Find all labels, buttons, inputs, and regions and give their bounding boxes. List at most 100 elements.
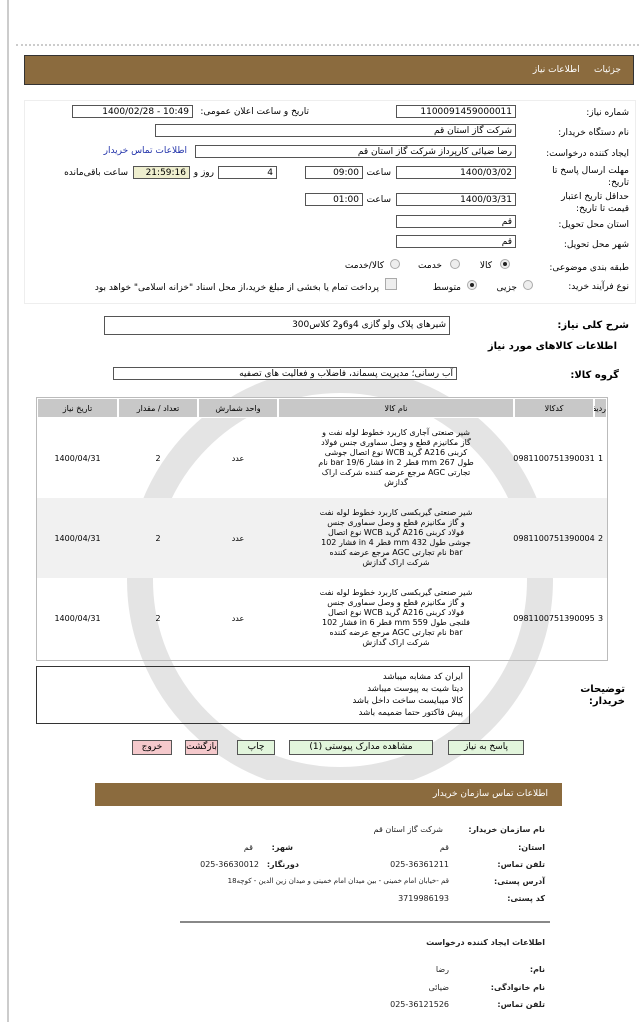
- radio-goods[interactable]: [500, 259, 510, 269]
- item-date: 1400/04/31: [54, 613, 101, 623]
- col-qty: تعداد / مقدار: [118, 398, 198, 418]
- fax-label: دورنگار:: [266, 860, 299, 869]
- validity-label: حداقل تاریخ اعتبار قیمت تا تاریخ:: [561, 192, 629, 214]
- radio-minor-label: جزیی: [496, 283, 517, 293]
- address-value: قم -خیابان امام خمینی - بین میدان امام خ…: [227, 877, 449, 885]
- buyer-field: شرکت گاز استان قم: [155, 124, 516, 137]
- deadline-time-field: 09:00: [305, 166, 363, 179]
- creator-phone-label: تلفن تماس:: [497, 1000, 545, 1009]
- org-value: شرکت گاز استان قم: [373, 825, 443, 834]
- creator-family-value: ضیائی: [428, 983, 449, 992]
- deadline-date-field: 1400/03/02: [396, 166, 516, 179]
- fax-value: 025-36630012: [200, 860, 259, 869]
- nav-details[interactable]: جزئیات: [594, 65, 621, 75]
- phone-value: 025-36361211: [390, 860, 449, 869]
- postal-label: کد پستی:: [507, 894, 545, 903]
- summary-label: شرح کلی نیاز:: [557, 320, 629, 331]
- creator-title: اطلاعات ایجاد کننده درخواست: [426, 938, 545, 947]
- row-number: 3: [597, 613, 604, 623]
- postal-value: 3719986193: [398, 894, 449, 903]
- item-date: 1400/04/31: [54, 533, 101, 543]
- exit-button[interactable]: خروج: [132, 740, 172, 755]
- col-unit: واحد شمارش: [198, 398, 278, 418]
- phone-label: تلفن تماس:: [497, 860, 545, 869]
- item-qty: 2: [155, 613, 161, 623]
- note-line: کالا میبایست ساخت داخل باشد: [352, 696, 463, 706]
- reply-button[interactable]: پاسخ به نیاز: [448, 740, 524, 755]
- deadline-time-label: ساعت: [366, 168, 392, 178]
- city-field: قم: [396, 235, 516, 248]
- announce-label: تاریخ و ساعت اعلان عمومی:: [200, 107, 309, 117]
- col-name: نام کالا: [278, 398, 514, 418]
- city-label: شهر:: [271, 843, 293, 852]
- dotted-divider: [16, 44, 639, 48]
- creator-name-label: نام:: [529, 965, 545, 974]
- need-number-field: 1100091459000011: [396, 105, 516, 118]
- item-qty: 2: [155, 453, 161, 463]
- need-number-label: شماره نیاز:: [586, 108, 629, 118]
- contact-header: اطلاعات تماس سازمان خریدار: [95, 783, 562, 806]
- creator-field: رضا ضیائی کارپرداز شرکت گاز استان قم: [195, 145, 516, 158]
- table-row: 3 0981100751390095 شیر صنعتی گیربکسی کاربر…: [37, 578, 607, 658]
- print-button[interactable]: چاپ: [237, 740, 275, 755]
- item-name: شیر صنعتی گیربکسی کاربرد خطوط لوله نفت و…: [319, 508, 473, 567]
- note-line: دیتا شیت به پیوست میباشد: [367, 684, 463, 694]
- province-label: استان:: [518, 843, 545, 852]
- back-button[interactable]: بازگشت: [185, 740, 218, 755]
- item-unit: عدد: [231, 613, 245, 623]
- left-border: [7, 0, 9, 1022]
- notes-box: ایران کد مشابه میباشد دیتا شیت به پیوست …: [36, 666, 470, 724]
- city-value: قم: [243, 843, 253, 852]
- radio-goods-service[interactable]: [390, 259, 400, 269]
- org-label: نام سازمان خریدار:: [468, 825, 545, 834]
- radio-medium[interactable]: [467, 280, 477, 290]
- validity-date-field: 1400/03/31: [396, 193, 516, 206]
- process-label: نوع فرآیند خرید:: [568, 282, 629, 292]
- item-code: 0981100751390004: [513, 533, 595, 543]
- deadline-label: مهلت ارسال پاسخ تا تاریخ:: [552, 166, 629, 188]
- treasury-checkbox[interactable]: [385, 278, 397, 290]
- remaining-time-field: 21:59:16: [133, 166, 190, 179]
- note-line: پیش فاکتور حتما ضمیمه باشد: [358, 708, 463, 718]
- item-code: 0981100751390031: [513, 453, 595, 463]
- group-field: آب رسانی؛ مدیریت پسماند، فاضلاب و فعالیت…: [113, 367, 457, 380]
- radio-service[interactable]: [450, 259, 460, 269]
- radio-minor[interactable]: [523, 280, 533, 290]
- nav-need-info[interactable]: اطلاعات نیاز: [532, 65, 580, 75]
- city-label: شهر محل تحویل:: [563, 240, 629, 250]
- item-date: 1400/04/31: [54, 453, 101, 463]
- attachments-button[interactable]: مشاهده مدارک پیوستی (1): [289, 740, 433, 755]
- col-date: تاریخ نیاز: [37, 398, 118, 418]
- days-label: روز و: [193, 168, 214, 178]
- province-field: قم: [396, 215, 516, 228]
- summary-field: شیرهای پلاک ولو گازی 4و6و2 کلاس300: [104, 316, 450, 335]
- remaining-label: ساعت باقی‌مانده: [64, 168, 128, 178]
- address-label: آدرس پستی:: [494, 877, 545, 886]
- days-field: 4: [218, 166, 277, 179]
- creator-name-value: رضا: [435, 965, 449, 974]
- watermark-logo: [127, 367, 553, 780]
- col-code: کدکالا: [514, 398, 594, 418]
- table-row: 1 0981100751390031 شیر صنعتی آجاری کاربرد …: [37, 418, 607, 498]
- province-label: استان محل تحویل:: [558, 220, 629, 230]
- item-qty: 2: [155, 533, 161, 543]
- radio-goods-service-label: کالا/خدمت: [344, 261, 384, 271]
- item-code: 0981100751390095: [513, 613, 595, 623]
- row-number: 1: [597, 453, 604, 463]
- creator-family-label: نام خانوادگی:: [490, 983, 545, 992]
- announce-field: 1400/02/28 - 10:49: [72, 105, 193, 118]
- province-value: قم: [439, 843, 449, 852]
- radio-goods-label: کالا: [479, 261, 492, 271]
- radio-service-label: خدمت: [418, 261, 442, 271]
- item-unit: عدد: [231, 533, 245, 543]
- buyer-contact-link[interactable]: اطلاعات تماس خریدار: [103, 146, 187, 156]
- category-label: طبقه بندی موضوعی:: [549, 263, 629, 273]
- payment-note: پرداخت تمام یا بخشی از مبلغ خرید،از محل …: [94, 283, 379, 293]
- radio-medium-label: متوسط: [432, 283, 461, 293]
- item-name: شیر صنعتی گیربکسی کاربرد خطوط لوله نفت و…: [319, 588, 473, 647]
- group-label: گروه کالا:: [570, 370, 619, 381]
- col-row: ردیف: [588, 398, 607, 418]
- contact-divider: [180, 921, 550, 923]
- validity-time-field: 01:00: [305, 193, 363, 206]
- validity-time-label: ساعت: [366, 195, 392, 205]
